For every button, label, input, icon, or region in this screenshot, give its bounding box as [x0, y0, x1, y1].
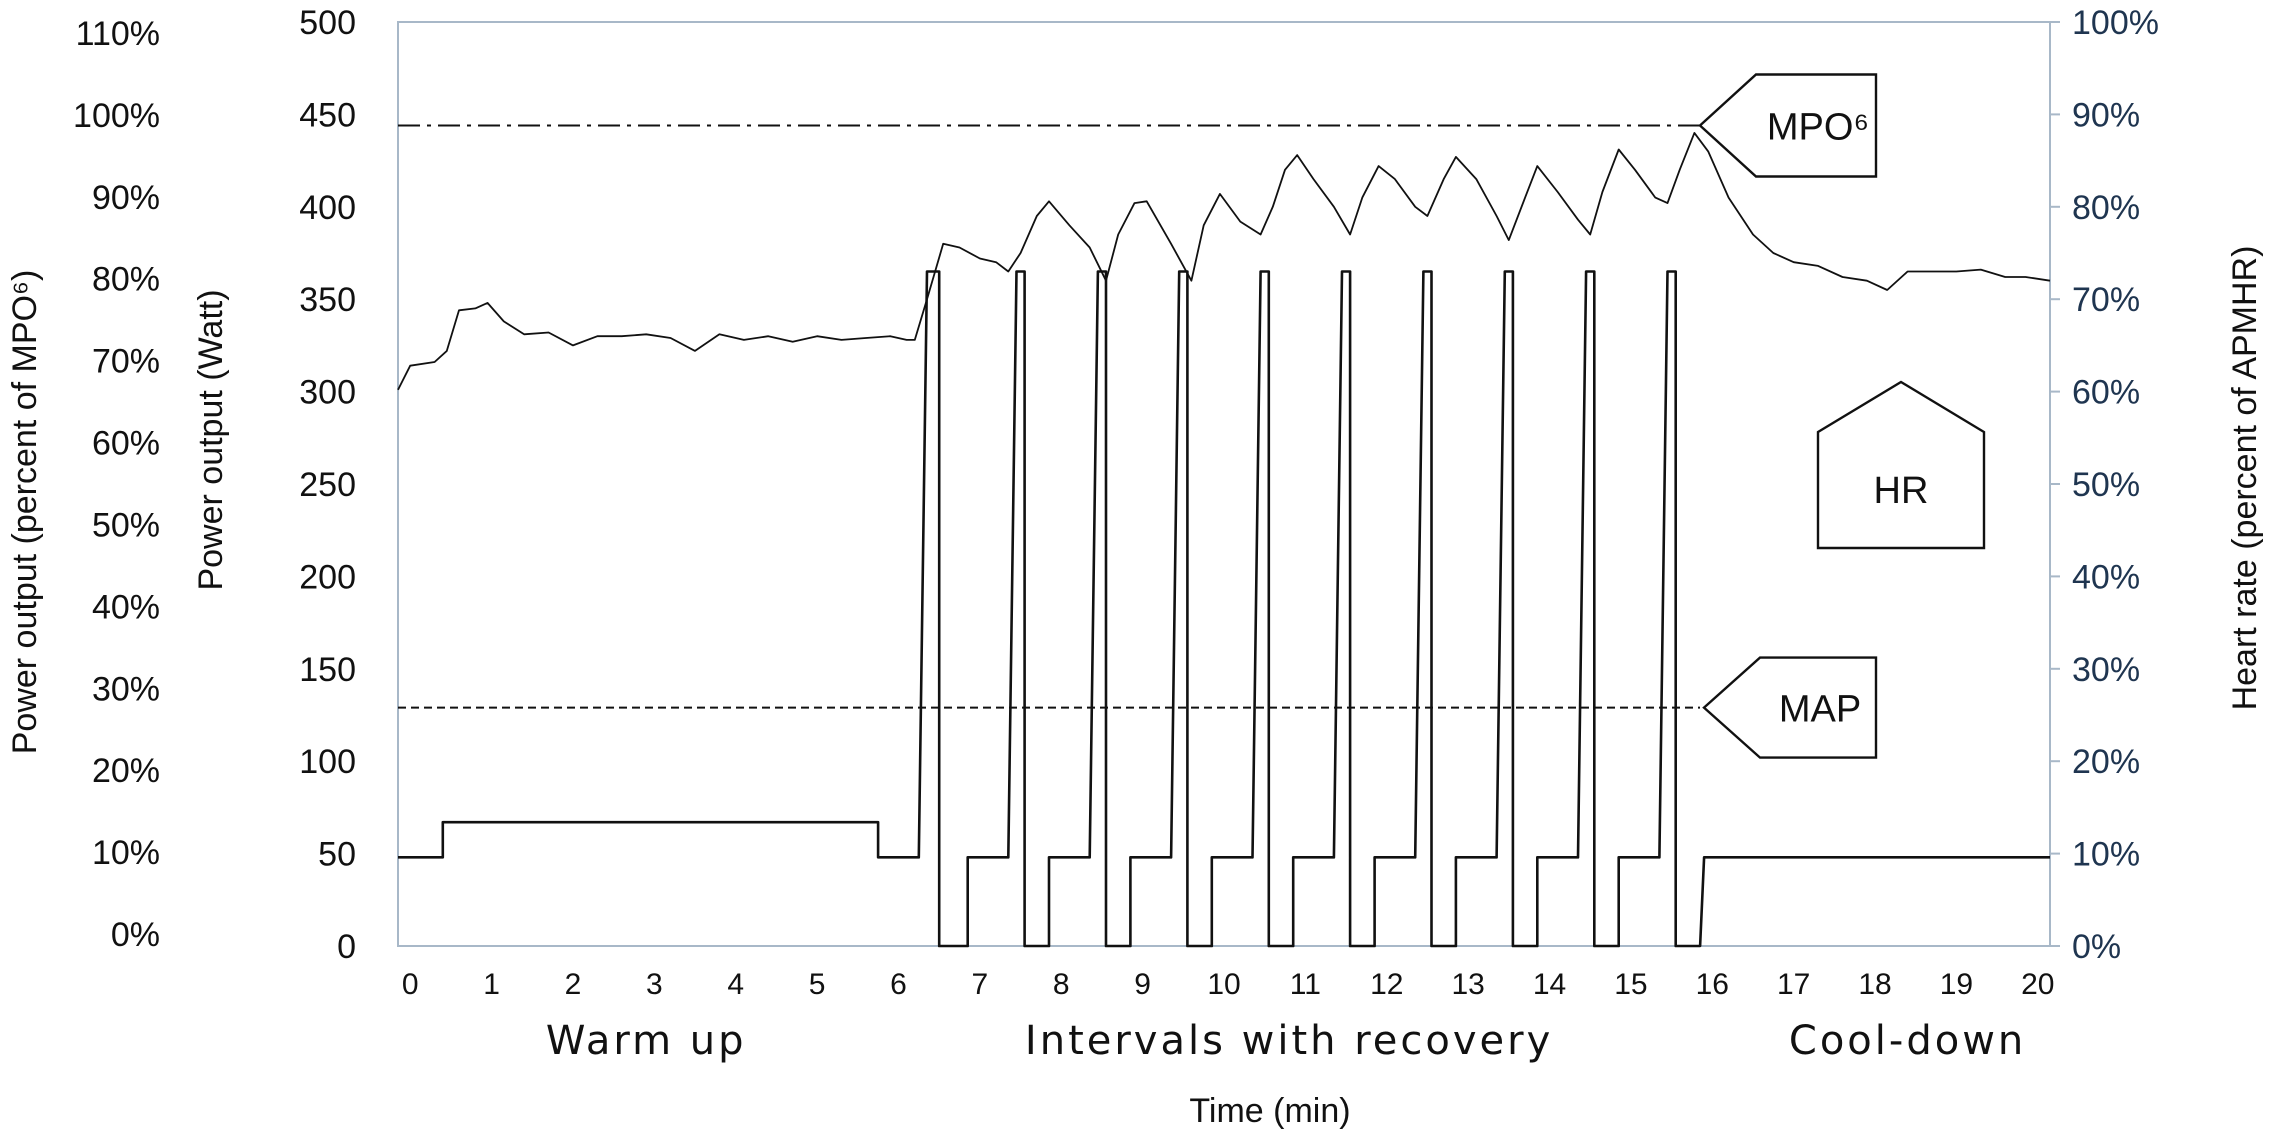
mpo-percent-tick-label: 40% [92, 588, 160, 626]
x-tick-label: 9 [1134, 968, 1151, 1001]
x-tick-label: 1 [483, 968, 500, 1001]
watt-tick-label: 100 [299, 743, 356, 781]
x-tick-label: 10 [1207, 968, 1240, 1001]
map-callout-box [1702, 656, 1878, 759]
mpo-percent-tick-label: 0% [111, 916, 160, 954]
watt-tick-label: 400 [299, 189, 356, 227]
callouts: MPO⁶ MAP HR [1698, 73, 1986, 759]
mpo-percent-tick-label: 80% [92, 261, 160, 299]
mpo-percent-tick-label: 70% [92, 343, 160, 381]
phase-label: Warm up [546, 1018, 747, 1064]
hr-percent-tick-label: 30% [2072, 651, 2140, 689]
right-axis-title: Heart rate (percent of APMHR) [2226, 246, 2264, 711]
x-tick-label: 20 [2021, 968, 2054, 1001]
x-tick-label: 7 [972, 968, 989, 1001]
watt-tick-label: 150 [299, 651, 356, 689]
hr-callout-label: HR [1874, 470, 1929, 512]
x-tick-label: 19 [1940, 968, 1973, 1001]
x-tick-label: 3 [646, 968, 663, 1001]
mpo-percent-tick-label: 60% [92, 425, 160, 463]
x-tick-label: 12 [1370, 968, 1403, 1001]
mpo-percent-tick-label: 110% [76, 15, 160, 53]
watt-axis: 0 50 100 150 200 250 300 350 400 450 500 [299, 4, 356, 966]
x-tick-label: 15 [1614, 968, 1647, 1001]
mpo-percent-tick-label: 20% [92, 752, 160, 790]
watt-tick-label: 500 [299, 4, 356, 42]
hr-percent-tick-label: 40% [2072, 558, 2140, 596]
mpo-percent-tick-label: 30% [92, 670, 160, 708]
reference-lines [398, 124, 1700, 709]
x-axis: 0 1 2 3 4 5 6 7 8 9 10 11 12 13 14 15 16 17 18 19 20 [402, 968, 2055, 1001]
watt-tick-label: 200 [299, 558, 356, 596]
mpo-percent-axis: 0% 10% 20% 30% 40% 50% 60% 70% 80% 90% 100% 110% [73, 15, 160, 954]
x-axis-title: Time (min) [1189, 1092, 1350, 1130]
left-outer-axis-title: Power output (percent of MPO⁶) [6, 270, 44, 755]
watt-tick-label: 250 [299, 466, 356, 504]
watt-tick-label: 0 [337, 928, 356, 966]
x-tick-label: 18 [1858, 968, 1891, 1001]
x-tick-label: 0 [402, 968, 419, 1001]
x-tick-label: 16 [1696, 968, 1729, 1001]
mpo-callout-box [1698, 73, 1878, 178]
watt-tick-label: 350 [299, 281, 356, 319]
watt-tick-label: 50 [318, 836, 356, 874]
series-layer [397, 132, 2051, 948]
hr-percent-tick-label: 80% [2072, 189, 2140, 227]
hr-percent-tick-label: 0% [2072, 928, 2121, 966]
hr-percent-tick-label: 10% [2072, 836, 2140, 874]
x-tick-label: 11 [1290, 968, 1321, 1001]
x-tick-label: 8 [1053, 968, 1070, 1001]
heart-rate-series [397, 132, 2051, 391]
hr-percent-tick-label: 60% [2072, 374, 2140, 412]
x-tick-label: 14 [1533, 968, 1566, 1001]
phase-label: Intervals with recovery [1025, 1018, 1553, 1064]
left-inner-axis-title: Power output (Watt) [192, 289, 230, 590]
watt-tick-label: 300 [299, 374, 356, 412]
hr-percent-tick-label: 20% [2072, 743, 2140, 781]
watt-tick-label: 450 [299, 96, 356, 134]
x-tick-label: 6 [890, 968, 907, 1001]
mpo-percent-tick-label: 100% [73, 97, 160, 135]
mpo-percent-tick-label: 10% [92, 834, 160, 872]
x-tick-label: 13 [1451, 968, 1484, 1001]
hr-callout-box [1816, 380, 1986, 550]
mpo-percent-tick-label: 50% [92, 506, 160, 544]
hr-percent-tick-label: 70% [2072, 281, 2140, 319]
hr-percent-tick-label: 100% [2072, 4, 2159, 42]
phase-labels: Warm up Intervals with recovery Cool-down [546, 1018, 2026, 1064]
mpo-percent-tick-label: 90% [92, 179, 160, 217]
x-tick-label: 5 [809, 968, 826, 1001]
hr-percent-tick-label: 90% [2072, 96, 2140, 134]
hr-percent-tick-label: 50% [2072, 466, 2140, 504]
x-tick-label: 4 [727, 968, 744, 1001]
mpo-callout-label: MPO⁶ [1767, 106, 1869, 148]
x-tick-label: 2 [565, 968, 582, 1001]
x-tick-label: 17 [1777, 968, 1810, 1001]
power-output-series [398, 270, 2050, 948]
phase-label: Cool-down [1789, 1018, 2026, 1064]
map-callout-label: MAP [1779, 689, 1861, 731]
hr-percent-axis: 0% 10% 20% 30% 40% 50% 60% 70% 80% 90% 100% [2050, 4, 2159, 966]
